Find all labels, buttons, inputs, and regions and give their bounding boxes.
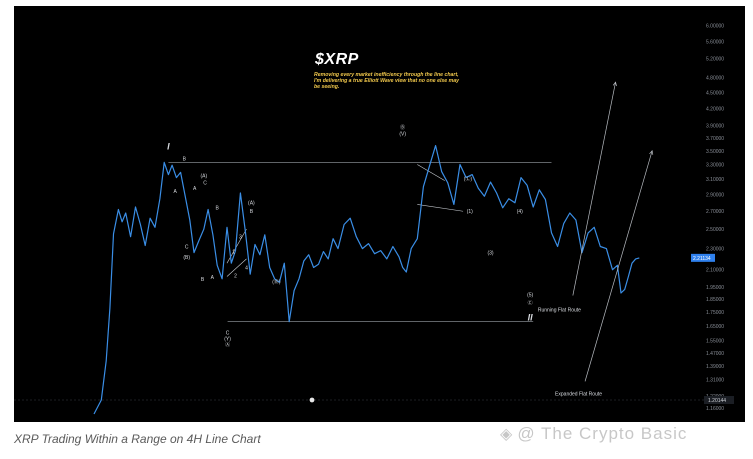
y-tick-label: 1.39000: [706, 364, 724, 370]
wave-label: A: [173, 189, 177, 195]
y-tick-label: 3.10000: [706, 177, 724, 183]
wave-label: (B): [183, 255, 190, 261]
projection-route-line: [584, 150, 653, 382]
y-tick-label: 3.90000: [706, 124, 724, 130]
wave-label: II: [528, 312, 534, 322]
crosshair-price-label: 1.20144: [708, 398, 726, 404]
y-tick-label: 4.80000: [706, 75, 724, 81]
image-caption: XRP Trading Within a Range on 4H Line Ch…: [14, 432, 261, 446]
chart-figure: Running Flat Route Expanded Flat Route I B…: [14, 6, 745, 422]
wave-label: B: [216, 206, 220, 212]
y-tick-label: 4.20000: [706, 106, 724, 112]
wave-label: A: [211, 275, 215, 281]
wave-label: (V): [399, 131, 406, 137]
price-series: [93, 145, 640, 415]
wave-label: (A): [200, 174, 207, 180]
projection-routes: Running Flat Route Expanded Flat Route: [538, 81, 654, 397]
wave-label: (5): [527, 293, 533, 299]
crosshair-dot: [309, 397, 315, 403]
watermark-logo-icon: ◈: [500, 426, 514, 443]
current-price-tag: [691, 253, 715, 262]
price-line: [93, 145, 640, 415]
projection-route-label: Running Flat Route: [538, 308, 581, 314]
wave-label: (3): [487, 251, 493, 257]
y-tick-label: 1.75000: [706, 310, 724, 316]
y-tick-label: 1.85000: [706, 297, 724, 303]
projection-route-label: Expanded Flat Route: [555, 391, 602, 397]
wedge-lower-line: [417, 204, 464, 212]
y-tick-label: 2.10000: [706, 268, 724, 274]
y-tick-label: 1.31000: [706, 378, 724, 384]
y-tick-label: 4.50000: [706, 90, 724, 96]
wave-label: A: [193, 186, 197, 192]
wave-label: I: [167, 142, 170, 152]
y-tick-label: 1.47000: [706, 351, 724, 357]
wave-label: 3: [239, 235, 242, 241]
wave-label: Ⓐ: [225, 342, 230, 349]
wave-label: 2: [234, 274, 237, 280]
y-tick-label: 3.50000: [706, 149, 724, 155]
pattern-lines: [226, 164, 464, 277]
wave-label: Ⓑ: [400, 124, 405, 131]
wave-label: C: [185, 245, 189, 251]
price-chart: Running Flat Route Expanded Flat Route I B…: [14, 23, 734, 415]
y-tick-label: 2.50000: [706, 227, 724, 233]
wave-label: (4): [517, 209, 523, 215]
wedge-upper-line: [417, 164, 445, 181]
wave-label: C: [226, 331, 230, 337]
y-tick-label: 5.20000: [706, 57, 724, 63]
wave-label: 4: [245, 266, 248, 272]
y-tick-label: 5.60000: [706, 39, 724, 45]
projection-arrowhead-icon: [612, 81, 617, 87]
chart-title: $XRP: [315, 51, 359, 68]
projection-arrowhead-icon: [649, 150, 654, 155]
wave-label: (A): [248, 200, 255, 206]
chart-annotation: Removing every market inefficiency throu…: [314, 72, 459, 90]
y-tick-label: 1.95000: [706, 285, 724, 291]
wave-label: (1): [467, 209, 473, 215]
projection-route-line: [572, 82, 616, 296]
wave-label: 1: [232, 250, 235, 256]
wave-label: C: [203, 180, 207, 186]
y-axis: 6.00000 5.60000 5.20000 4.80000 4.50000 4.200…: [14, 23, 734, 412]
triangle-lower-line: [226, 258, 247, 277]
current-price-tag-label: 2.21134: [693, 256, 711, 262]
y-tick-label: 2.70000: [706, 209, 724, 215]
y-tick-label: 3.70000: [706, 136, 724, 142]
range-levels: [168, 162, 552, 323]
wave-label: B: [201, 277, 205, 283]
y-tick-label: 6.00000: [706, 23, 724, 29]
y-tick-label: 1.65000: [706, 324, 724, 330]
watermark-text: @ The Crypto Basic: [517, 424, 688, 443]
wave-label: B: [183, 156, 187, 162]
wave-label: (Y): [224, 336, 231, 342]
watermark: ◈ @ The Crypto Basic: [500, 424, 687, 444]
crosshair-price-box: [704, 396, 734, 405]
wave-label: Ⓒ: [528, 299, 533, 306]
y-tick-label: 2.90000: [706, 193, 724, 199]
y-tick-label: 2.30000: [706, 247, 724, 253]
wave-label: (Ⓛ): [464, 176, 473, 183]
y-tick-label: 3.30000: [706, 163, 724, 169]
wave-label: (Ⓑ): [272, 278, 281, 285]
y-tick-label: 1.55000: [706, 338, 724, 344]
y-tick-label: 1.16000: [706, 406, 724, 412]
wave-label: B: [250, 209, 254, 215]
